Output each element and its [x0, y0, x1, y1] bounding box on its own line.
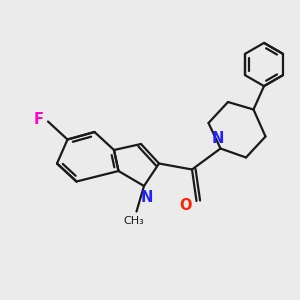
Text: F: F [34, 112, 44, 128]
Text: N: N [140, 190, 153, 206]
Text: CH₃: CH₃ [123, 216, 144, 226]
Text: O: O [180, 198, 192, 213]
Text: N: N [212, 130, 224, 146]
